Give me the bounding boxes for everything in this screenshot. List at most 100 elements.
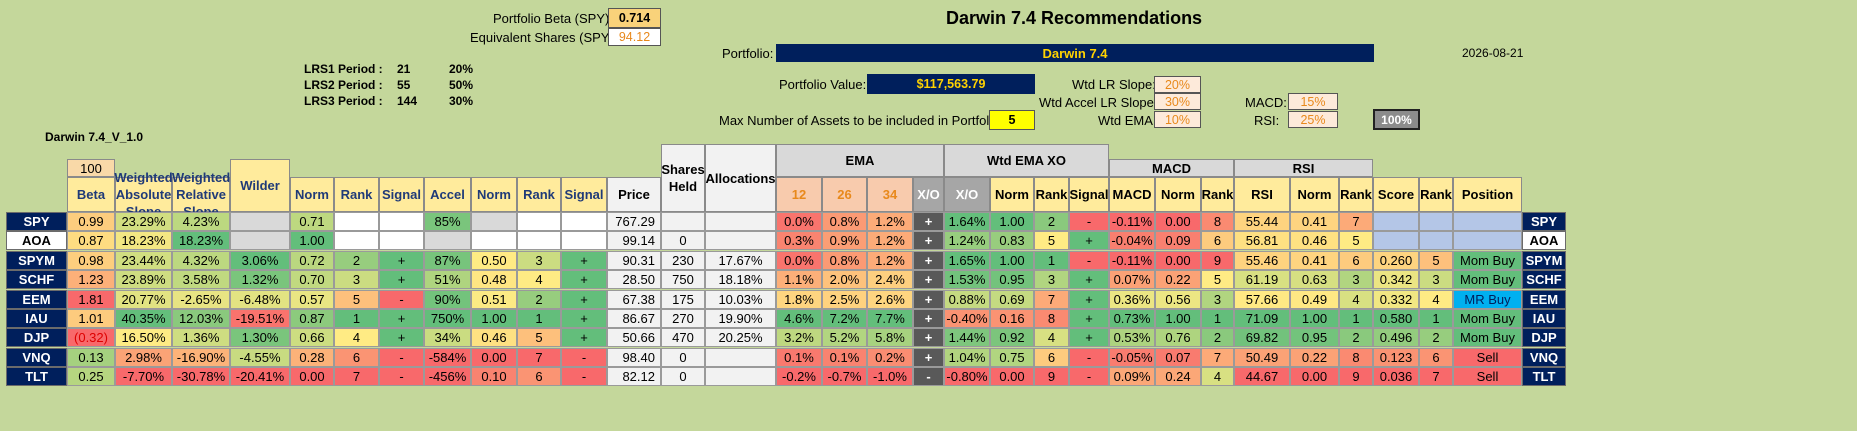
table-cell[interactable] (1453, 212, 1522, 231)
table-cell: 7.7% (867, 309, 913, 328)
column-header[interactable]: X/O (913, 177, 944, 212)
ticker-right[interactable]: VNQ (1522, 348, 1566, 367)
ticker-left[interactable]: AOA (6, 231, 67, 250)
table-cell: 0.260 (1373, 251, 1419, 270)
table-cell: + (1069, 290, 1109, 309)
wtd-accel-value[interactable]: 30% (1154, 93, 1201, 110)
table-cell: -20.41% (230, 367, 290, 386)
table-cell[interactable]: Mom Buy (1453, 328, 1522, 347)
period-days: 21 (397, 62, 411, 76)
column-header[interactable]: Rank (1034, 177, 1069, 212)
table-cell: -4.55% (230, 348, 290, 367)
column-header[interactable]: Score (1373, 177, 1419, 212)
table-cell: -16.90% (172, 348, 230, 367)
column-header[interactable]: Signal (379, 177, 424, 212)
wtd-lr-value[interactable]: 20% (1154, 76, 1201, 93)
table-cell: 99.14 (607, 231, 661, 250)
weight-total[interactable]: 100% (1373, 109, 1420, 130)
table-cell: 4 (334, 328, 379, 347)
column-header[interactable]: X/O (944, 177, 990, 212)
column-header[interactable]: Weighted Relative Slope (172, 170, 230, 219)
column-header[interactable]: Wilder (230, 159, 290, 212)
table-cell: - (913, 367, 944, 386)
ticker-left[interactable]: TLT (6, 367, 67, 386)
table-cell: 3 (1201, 290, 1234, 309)
column-header[interactable]: Position (1453, 177, 1522, 212)
column-header[interactable]: Price (607, 177, 661, 212)
column-header[interactable]: Beta (67, 177, 115, 212)
table-cell: + (379, 328, 424, 347)
ticker-right[interactable]: DJP (1522, 328, 1566, 347)
table-cell[interactable] (1453, 231, 1522, 250)
rsi-weight-value[interactable]: 25% (1288, 111, 1338, 128)
table-cell (561, 212, 607, 231)
column-header[interactable]: Norm (290, 177, 334, 212)
table-cell: 0.00 (471, 348, 517, 367)
equiv-value[interactable]: 94.12 (608, 28, 661, 46)
column-header[interactable]: Norm (471, 177, 517, 212)
ticker-right[interactable]: TLT (1522, 367, 1566, 386)
table-cell: 82.12 (607, 367, 661, 386)
ticker-left[interactable]: SPYM (6, 251, 67, 270)
table-cell (230, 212, 290, 231)
ticker-right[interactable]: SPY (1522, 212, 1566, 231)
ticker-left[interactable]: SCHF (6, 270, 67, 289)
ticker-left[interactable]: SPY (6, 212, 67, 231)
table-cell: + (1069, 309, 1109, 328)
table-cell: -0.04% (1109, 231, 1155, 250)
column-header[interactable]: 26 (822, 177, 867, 212)
table-cell: 0.00 (290, 367, 334, 386)
column-header[interactable]: Rank (334, 177, 379, 212)
table-cell[interactable]: MR Buy (1453, 290, 1522, 309)
portfolio-name[interactable]: Darwin 7.4 (776, 44, 1374, 62)
column-header[interactable]: Signal (561, 177, 607, 212)
table-cell[interactable]: Sell (1453, 367, 1522, 386)
portfolio-value[interactable]: $117,563.79 (867, 74, 1035, 94)
ticker-left[interactable]: EEM (6, 290, 67, 309)
column-header[interactable]: Shares Held (661, 144, 705, 212)
table-cell: 71.09 (1234, 309, 1290, 328)
column-header[interactable]: Rank (1201, 177, 1234, 212)
column-header[interactable]: RSI (1234, 177, 1290, 212)
max-assets-value[interactable]: 5 (989, 110, 1035, 130)
table-cell (705, 231, 776, 250)
table-cell (1373, 212, 1419, 231)
table-cell: 9 (1201, 251, 1234, 270)
table-cell[interactable]: Mom Buy (1453, 251, 1522, 270)
table-cell: 5 (1339, 231, 1373, 250)
table-cell: 0.24 (1155, 367, 1201, 386)
table-cell[interactable]: Mom Buy (1453, 270, 1522, 289)
ticker-left[interactable]: VNQ (6, 348, 67, 367)
table-cell: 0.57 (290, 290, 334, 309)
column-header[interactable]: Rank (1419, 177, 1453, 212)
ticker-right[interactable]: EEM (1522, 290, 1566, 309)
table-cell: 0.09% (1109, 367, 1155, 386)
ticker-right[interactable]: SPYM (1522, 251, 1566, 270)
beta-value[interactable]: 0.714 (608, 8, 661, 28)
ticker-left[interactable]: DJP (6, 328, 67, 347)
wtd-ema-label: Wtd EMA: (1098, 113, 1157, 128)
column-header[interactable]: 12 (776, 177, 822, 212)
table-cell: -19.51% (230, 309, 290, 328)
table-cell[interactable]: Mom Buy (1453, 309, 1522, 328)
column-header[interactable]: Allocations (705, 144, 776, 212)
column-header[interactable]: Norm (990, 177, 1034, 212)
ticker-right[interactable]: SCHF (1522, 270, 1566, 289)
macd-weight-value[interactable]: 15% (1288, 93, 1338, 110)
table-cell: 0.46 (471, 328, 517, 347)
column-header[interactable]: Norm (1155, 177, 1201, 212)
table-cell[interactable]: Sell (1453, 348, 1522, 367)
table-cell: 0.00 (990, 367, 1034, 386)
column-header[interactable]: Rank (1339, 177, 1373, 212)
ticker-left[interactable]: IAU (6, 309, 67, 328)
column-header[interactable]: Signal (1069, 177, 1109, 212)
ticker-right[interactable]: AOA (1522, 231, 1566, 250)
column-header[interactable]: MACD (1109, 177, 1155, 212)
wtd-ema-value[interactable]: 10% (1154, 111, 1201, 128)
column-header[interactable]: Norm (1290, 177, 1339, 212)
column-header[interactable]: Rank (517, 177, 561, 212)
column-header[interactable]: Accel (424, 177, 471, 212)
column-header[interactable]: Weighted Absolute Slope (114, 170, 172, 219)
column-header[interactable]: 34 (867, 177, 913, 212)
ticker-right[interactable]: IAU (1522, 309, 1566, 328)
